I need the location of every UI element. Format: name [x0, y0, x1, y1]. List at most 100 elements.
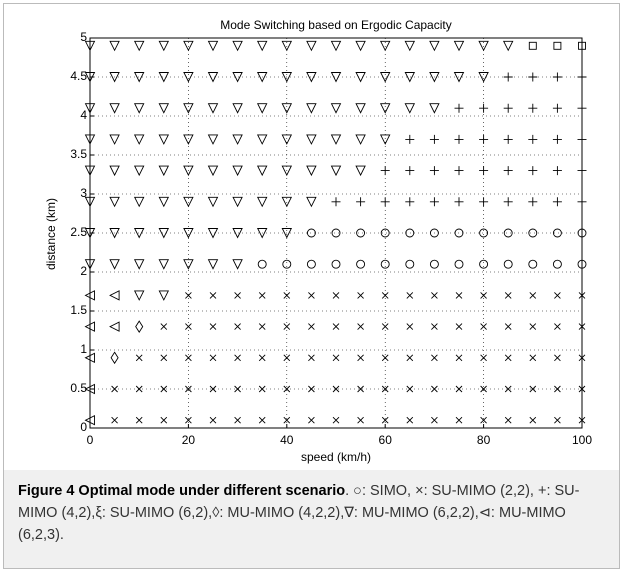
plus-marker	[380, 166, 390, 176]
triangle-down-marker	[478, 72, 489, 83]
x-tick-label: 60	[379, 433, 393, 447]
triangle-down-marker	[330, 72, 342, 83]
cross-marker	[185, 354, 192, 362]
cross-marker	[381, 416, 389, 424]
triangle-down-marker	[133, 290, 145, 301]
triangle-left-marker	[84, 290, 95, 301]
triangle-down-marker	[429, 40, 440, 52]
triangle-down-marker	[158, 40, 170, 52]
cross-marker	[308, 292, 315, 299]
triangle-left-marker	[109, 290, 120, 301]
plus-marker	[528, 72, 538, 82]
cross-marker	[111, 385, 118, 393]
circle-marker	[454, 259, 464, 269]
plus-marker	[479, 166, 489, 176]
triangle-down-marker	[404, 40, 416, 52]
cross-marker	[431, 416, 438, 424]
circle-marker	[306, 259, 316, 269]
plus-marker	[552, 134, 562, 144]
cross-marker	[332, 385, 340, 393]
plot-frame	[89, 37, 583, 429]
triangle-down-marker	[232, 196, 243, 208]
triangle-down-marker	[183, 228, 194, 239]
triangle-down-marker	[502, 40, 514, 52]
triangle-down-marker	[281, 103, 293, 114]
triangle-down-marker	[207, 165, 219, 177]
circle-marker	[503, 228, 513, 238]
x-axis-label: speed (km/h)	[301, 450, 371, 464]
cross-marker	[357, 354, 364, 362]
y-tick-label: 4.5	[70, 69, 87, 83]
plus-marker	[429, 166, 439, 176]
triangle-down-marker	[207, 134, 219, 145]
cross-marker	[308, 416, 315, 424]
plus-marker	[577, 103, 587, 113]
cross-marker	[455, 385, 463, 393]
cross-marker	[258, 385, 266, 393]
cross-marker	[455, 354, 463, 362]
triangle-down-marker	[355, 72, 366, 83]
cross-marker	[578, 354, 586, 362]
square-marker	[578, 41, 586, 50]
triangle-down-marker	[84, 134, 96, 145]
y-tick-label: 2	[80, 264, 87, 278]
plus-marker	[577, 134, 587, 144]
triangle-down-marker	[158, 228, 170, 239]
plus-marker	[356, 197, 366, 207]
triangle-down-marker	[183, 40, 194, 52]
triangle-left-marker	[84, 321, 95, 332]
cross-marker	[480, 323, 487, 330]
triangle-down-marker	[109, 196, 120, 208]
triangle-down-marker	[207, 196, 219, 208]
cross-marker	[480, 354, 487, 362]
circle-marker	[479, 228, 489, 238]
plus-marker	[552, 197, 562, 207]
circle-marker	[528, 259, 538, 269]
triangle-down-marker	[232, 134, 243, 145]
x-tick-label: 20	[182, 433, 196, 447]
circle-marker	[356, 259, 366, 269]
cross-marker	[480, 385, 487, 393]
circle-marker	[405, 228, 415, 238]
circle-marker	[577, 259, 587, 269]
triangle-down-marker	[355, 103, 366, 114]
y-axis-label: distance (km)	[44, 198, 58, 270]
triangle-down-marker	[207, 103, 219, 114]
cross-marker	[357, 385, 364, 393]
y-tick-label: 5	[80, 30, 87, 44]
plus-marker	[331, 197, 341, 207]
triangle-down-marker	[109, 103, 120, 114]
x-tick-label: 100	[572, 433, 592, 447]
triangle-down-marker	[281, 40, 293, 52]
cross-marker	[209, 416, 217, 424]
plus-marker	[503, 134, 513, 144]
circle-marker	[356, 228, 366, 238]
triangle-down-marker	[256, 72, 268, 83]
triangle-down-marker	[306, 40, 317, 52]
cross-marker	[529, 416, 537, 424]
circle-marker	[282, 259, 292, 269]
triangle-down-marker	[281, 165, 293, 177]
circle-marker	[528, 228, 538, 238]
cross-marker	[431, 292, 438, 299]
triangle-down-marker	[281, 72, 293, 83]
cross-marker	[529, 354, 537, 362]
triangle-down-marker	[306, 134, 317, 145]
triangle-down-marker	[453, 40, 465, 52]
circle-marker	[479, 259, 489, 269]
cross-marker	[529, 323, 537, 330]
cross-marker	[381, 385, 389, 393]
circle-marker	[429, 259, 439, 269]
cross-marker	[308, 354, 315, 362]
cross-marker	[357, 292, 364, 299]
cross-marker	[504, 292, 512, 299]
triangle-down-marker	[281, 134, 293, 145]
cross-marker	[308, 323, 315, 330]
triangle-down-marker	[183, 134, 194, 145]
triangle-down-marker	[256, 196, 268, 208]
triangle-down-marker	[379, 40, 391, 52]
plus-marker	[405, 134, 415, 144]
cross-marker	[554, 323, 561, 330]
triangle-down-marker	[355, 165, 366, 177]
